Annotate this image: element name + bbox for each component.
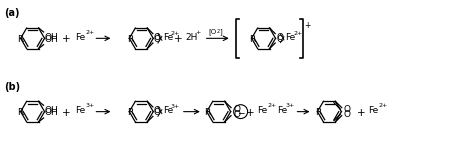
Text: O: O bbox=[154, 108, 161, 117]
Text: O: O bbox=[233, 110, 240, 119]
Text: O: O bbox=[276, 33, 283, 42]
Text: Fe: Fe bbox=[257, 106, 268, 115]
Text: O: O bbox=[233, 105, 240, 114]
Text: O: O bbox=[276, 35, 283, 44]
Text: R: R bbox=[315, 108, 321, 117]
Text: Fe: Fe bbox=[368, 106, 379, 115]
Text: Fe: Fe bbox=[285, 33, 295, 42]
Text: [O: [O bbox=[209, 28, 217, 35]
Text: 3+: 3+ bbox=[285, 103, 295, 108]
Text: O: O bbox=[344, 105, 351, 114]
Text: 2+: 2+ bbox=[378, 103, 387, 108]
Text: O: O bbox=[154, 106, 161, 115]
Text: Fe: Fe bbox=[75, 33, 86, 42]
Text: +: + bbox=[357, 108, 365, 118]
Text: R: R bbox=[204, 108, 211, 117]
Text: R: R bbox=[127, 35, 133, 44]
Text: +: + bbox=[196, 30, 201, 35]
Text: R: R bbox=[18, 108, 24, 117]
Text: Fe: Fe bbox=[278, 106, 288, 115]
Text: O: O bbox=[154, 33, 161, 42]
Text: ]: ] bbox=[220, 28, 222, 35]
Text: +: + bbox=[62, 108, 71, 118]
Text: (a): (a) bbox=[4, 8, 19, 18]
Text: R: R bbox=[249, 35, 255, 44]
Text: OH: OH bbox=[45, 108, 58, 117]
Text: +: + bbox=[246, 108, 255, 118]
Text: OH: OH bbox=[45, 106, 58, 115]
Text: (b): (b) bbox=[4, 82, 20, 92]
Text: +: + bbox=[304, 20, 310, 30]
Text: 3+: 3+ bbox=[85, 103, 95, 108]
Text: Fe: Fe bbox=[75, 106, 86, 115]
Text: R: R bbox=[127, 108, 133, 117]
Text: 2+: 2+ bbox=[293, 31, 302, 36]
Text: Fe: Fe bbox=[163, 106, 173, 115]
Text: −: − bbox=[237, 108, 245, 117]
Text: 2H: 2H bbox=[186, 33, 198, 42]
Text: $_2$: $_2$ bbox=[216, 27, 220, 36]
Text: 3+: 3+ bbox=[171, 104, 180, 109]
Text: R: R bbox=[18, 35, 24, 44]
Text: 2+: 2+ bbox=[171, 31, 180, 36]
Text: OH: OH bbox=[45, 35, 58, 44]
Text: O: O bbox=[344, 110, 351, 119]
Text: 2+: 2+ bbox=[267, 103, 277, 108]
Text: 2+: 2+ bbox=[85, 30, 95, 35]
Text: +: + bbox=[62, 34, 71, 44]
Text: Fe: Fe bbox=[163, 33, 173, 42]
Text: +: + bbox=[173, 34, 182, 44]
Text: O: O bbox=[154, 35, 161, 44]
Text: OH: OH bbox=[45, 33, 58, 42]
